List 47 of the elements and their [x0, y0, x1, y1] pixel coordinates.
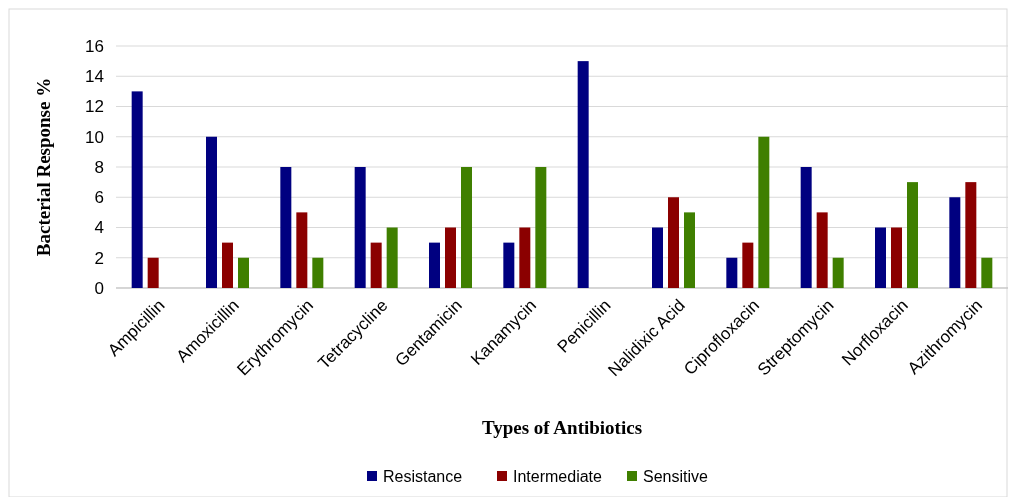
bar: [147, 257, 159, 288]
y-tick-label: 4: [94, 218, 104, 238]
y-axis-title: Bacterial Response %: [33, 77, 54, 257]
bar: [280, 167, 292, 288]
bar: [535, 167, 547, 288]
bar: [461, 167, 472, 288]
x-axis-title: Types of Antibiotics: [481, 417, 643, 438]
bar: [907, 182, 918, 288]
bar: [652, 227, 663, 288]
bar: [668, 197, 679, 288]
bar: [222, 242, 233, 288]
bar: [981, 257, 993, 288]
bar: [832, 257, 844, 288]
bar: [206, 136, 217, 288]
bar: [370, 242, 382, 288]
bar: [577, 61, 589, 288]
bar: [503, 242, 515, 288]
legend-label: Intermediate: [513, 467, 603, 485]
bar: [131, 91, 143, 288]
bar: [429, 242, 440, 288]
y-tick-label: 8: [94, 157, 104, 177]
bar: [726, 257, 738, 288]
y-tick-label: 14: [85, 67, 104, 87]
bar: [354, 167, 366, 288]
bar: [891, 227, 902, 288]
bar: [742, 242, 754, 288]
bar: [758, 136, 770, 288]
y-tick-label: 6: [94, 188, 104, 208]
y-tick-label: 10: [85, 127, 104, 147]
bar: [816, 212, 828, 288]
bar: [312, 257, 324, 288]
legend-label: Sensitive: [643, 467, 709, 485]
bar: [445, 227, 456, 288]
y-tick-label: 0: [94, 278, 104, 298]
bar: [800, 167, 812, 288]
bar: [238, 257, 249, 288]
y-tick-label: 2: [94, 248, 104, 268]
bar: [949, 197, 961, 288]
y-tick-label: 12: [85, 97, 104, 117]
bar: [684, 212, 695, 288]
legend-label: Resistance: [383, 467, 463, 485]
bar: [965, 182, 977, 288]
bar: [519, 227, 531, 288]
bar: [386, 227, 398, 288]
y-tick-label: 16: [85, 36, 104, 56]
bar: [296, 212, 308, 288]
bar: [875, 227, 886, 288]
